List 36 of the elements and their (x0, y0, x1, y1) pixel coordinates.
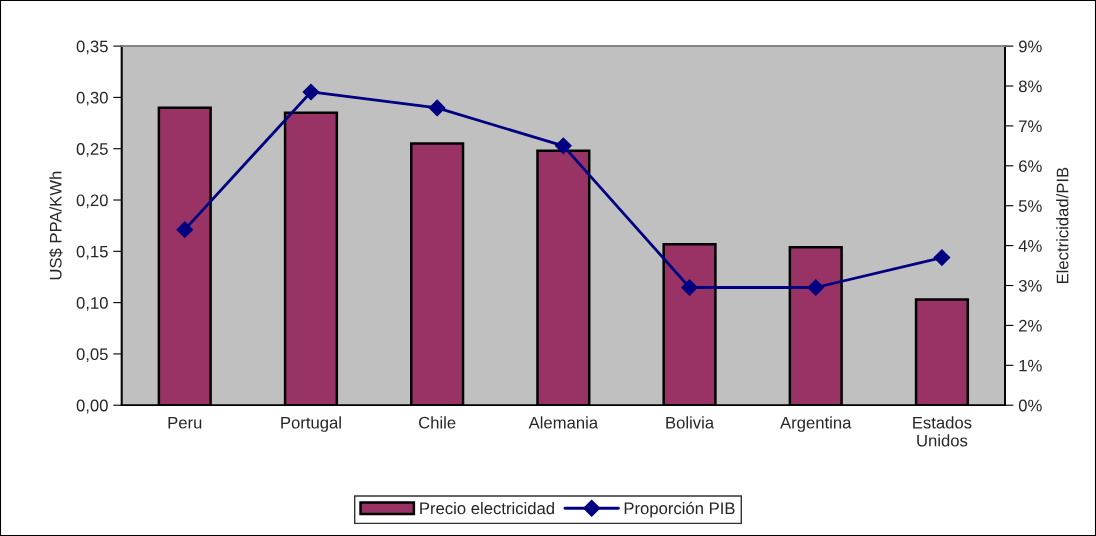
y2-tick-label: 4% (1018, 240, 1042, 252)
y2-tick-label: 7% (1019, 120, 1042, 133)
legend-label: Precio electricidad (420, 502, 554, 515)
y-axis-title: US$ PPA/KWh (49, 171, 63, 280)
point (554, 137, 572, 155)
y-tick-label: 0,30 (76, 91, 108, 106)
y-tick-label: 0,35 (76, 40, 108, 55)
y2-tick-label: 0% (1018, 399, 1042, 412)
x-tick-label: Peru (168, 416, 202, 429)
legend-label: Proporción PIB (624, 501, 735, 518)
point (807, 279, 825, 296)
y-tick-label: 0,20 (76, 194, 108, 209)
point (302, 83, 320, 101)
y2-tick-label: 5% (1018, 200, 1042, 212)
point (176, 221, 194, 239)
y2-tick-label: 8% (1018, 80, 1042, 93)
y2-tick-label: 1% (1019, 359, 1042, 372)
x-tick-label: Argentina (780, 416, 852, 432)
y-tick-label: 0,00 (76, 399, 108, 414)
x-tick-label: Alemania (528, 416, 599, 429)
y2-tick-label: 2% (1019, 319, 1042, 332)
y2-axis-title: Electricidad/PIB (1056, 167, 1069, 284)
x-tick-label: Portugal (281, 416, 341, 432)
x-tick-label: Chile (419, 416, 456, 429)
point (933, 249, 951, 266)
y-tick-label: 0,05 (76, 348, 108, 363)
y2-tick-label: 6% (1019, 160, 1042, 173)
x-tick-label: Bolivia (666, 416, 715, 429)
y-tick-label: 0,15 (76, 245, 108, 260)
y2-tick-label: 3% (1018, 279, 1042, 292)
x-tick-label: Estados Unidos (913, 416, 972, 447)
y2-tick-label: 9% (1019, 40, 1042, 53)
point (681, 279, 698, 296)
y-tick-label: 0,25 (76, 143, 108, 157)
point (428, 99, 446, 117)
y-tick-label: 0,10 (76, 297, 108, 311)
